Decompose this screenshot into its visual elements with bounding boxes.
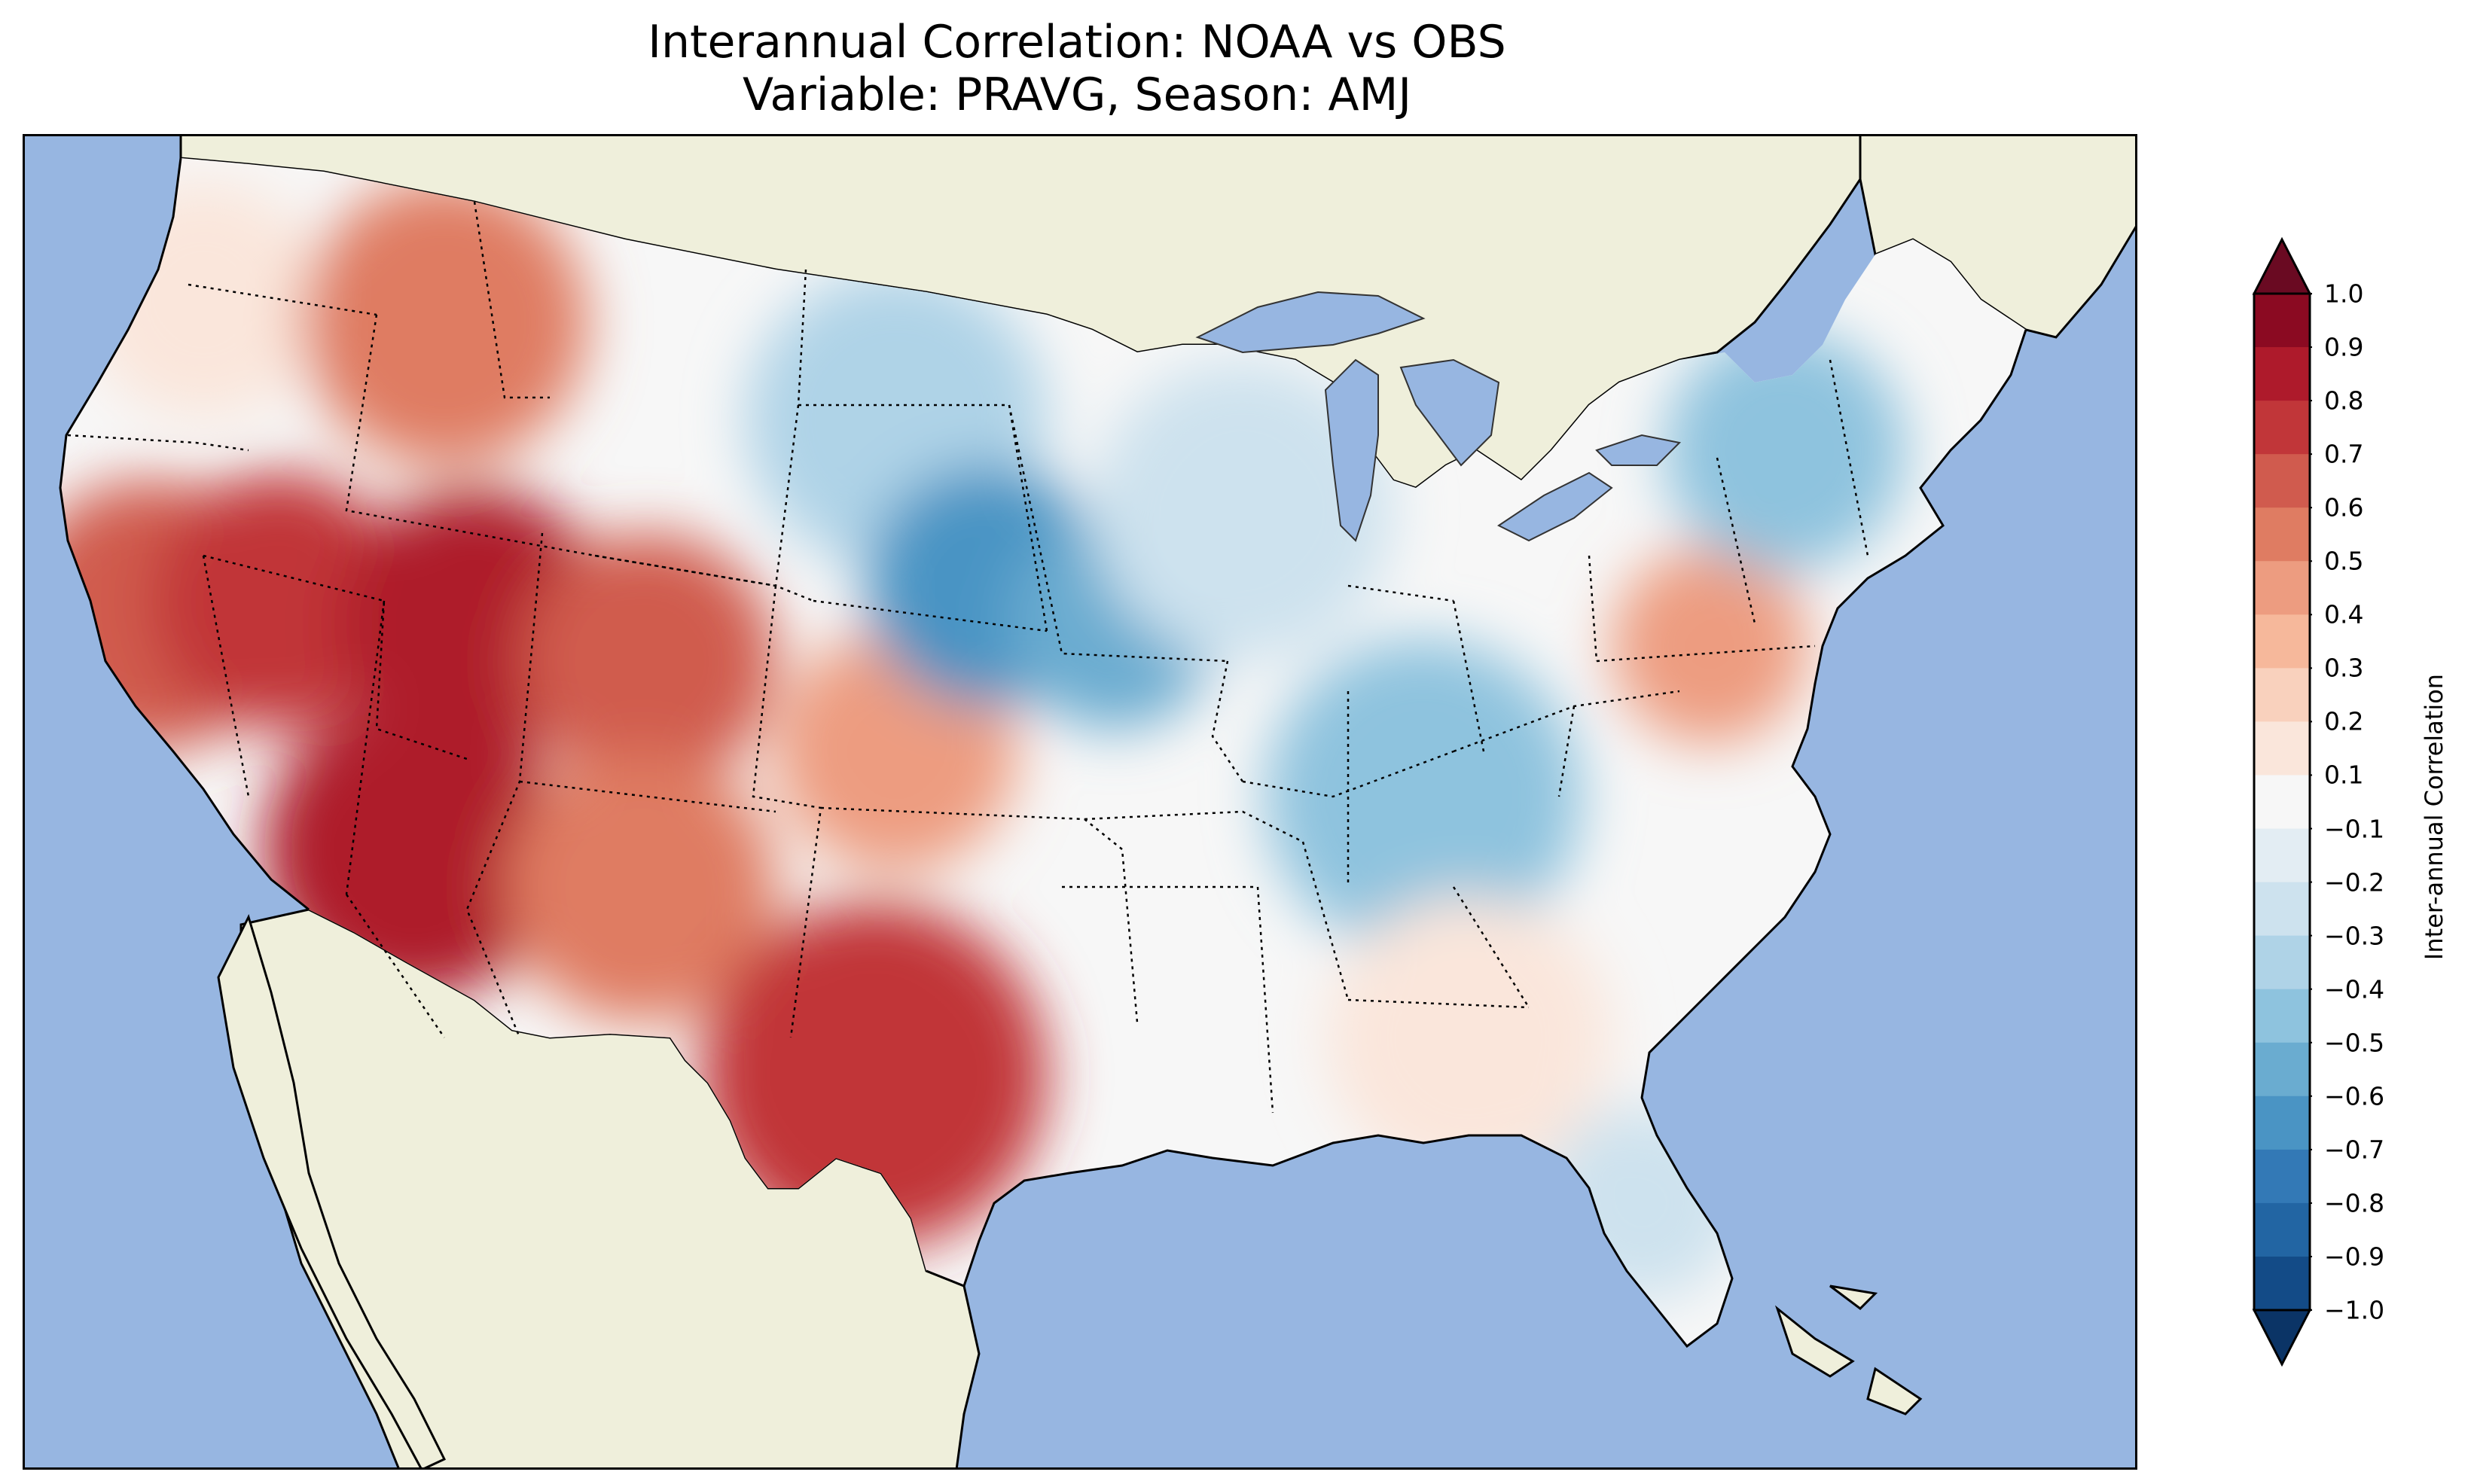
great-lakes <box>1195 291 1682 542</box>
colorbar-segment <box>2254 401 2310 455</box>
correlation-region <box>505 751 776 1022</box>
baja-peninsula <box>217 913 447 1470</box>
colorbar-tick-label: −0.6 <box>2324 1081 2385 1111</box>
colorbar-extend-min <box>2252 1309 2312 1367</box>
correlation-region <box>520 533 776 789</box>
colorbar-tick-label: −1.0 <box>2324 1295 2385 1325</box>
colorbar-tick-label: −0.5 <box>2324 1028 2385 1058</box>
colorbar-segment <box>2254 294 2310 348</box>
colorbar-segment <box>2254 454 2310 508</box>
colorbar-tick-label: 0.1 <box>2324 760 2364 790</box>
colorbar-tick-label: 0.5 <box>2324 546 2364 576</box>
colorbar-tick-label: 0.3 <box>2324 653 2364 683</box>
colorbar-segment <box>2254 668 2310 722</box>
colorbar-segment <box>2254 828 2310 883</box>
lake-erie <box>1497 471 1613 542</box>
state-borders <box>67 201 1869 1114</box>
correlation-region <box>1265 638 1582 955</box>
colorbar-segment <box>2254 1095 2310 1150</box>
correlation-region <box>264 699 565 1000</box>
colorbar-tick-label: 0.9 <box>2324 332 2364 362</box>
colorbar-tick-label: −0.2 <box>2324 867 2385 897</box>
colorbar-tick-label: 0.4 <box>2324 599 2364 629</box>
colorbar-tick-label: −0.3 <box>2324 921 2385 951</box>
correlation-region <box>1612 548 1807 744</box>
map-title-line-2: Variable: PRAVG, Season: AMJ <box>742 69 1412 121</box>
colorbar-tick-label: 0.2 <box>2324 706 2364 736</box>
colorbar-segment <box>2254 882 2310 937</box>
correlation-region <box>151 473 407 729</box>
correlation-region <box>1092 360 1393 661</box>
map-frame <box>23 134 2137 1470</box>
correlation-map <box>23 134 2137 1470</box>
colorbar-tick-label: 1.0 <box>2324 279 2364 309</box>
correlation-region <box>301 179 587 465</box>
colorbar-segment <box>2254 721 2310 776</box>
colorbar-segment <box>2254 1202 2310 1257</box>
us-coastline <box>59 157 2027 1348</box>
colorbar-segment <box>2254 935 2310 990</box>
islands <box>1774 1284 1923 1415</box>
colorbar-tick-label: 0.7 <box>2324 439 2364 469</box>
colorbar-tick-label: −0.1 <box>2324 814 2385 844</box>
colorbar <box>2252 237 2312 1367</box>
colorbar-title: Inter-annual Correlation <box>2420 673 2448 961</box>
lake-superior <box>1195 291 1426 354</box>
correlation-region <box>1664 330 1905 571</box>
colorbar-tick-label: −0.7 <box>2324 1135 2385 1165</box>
colorbar-tick-label: 0.6 <box>2324 492 2364 523</box>
colorbar-tick-label: −0.9 <box>2324 1242 2385 1272</box>
colorbar-segment <box>2254 561 2310 615</box>
colorbar-tick-label: −0.8 <box>2324 1188 2385 1218</box>
colorbar-segment <box>2254 1042 2310 1097</box>
colorbar-extend-max <box>2252 237 2312 295</box>
colorbar-segment <box>2254 614 2310 669</box>
map-title-line-1: Interannual Correlation: NOAA vs OBS <box>648 16 1506 69</box>
correlation-region <box>700 902 1047 1248</box>
colorbar-tick-label: −0.4 <box>2324 974 2385 1004</box>
colorbar-tick-label: 0.8 <box>2324 385 2364 416</box>
correlation-region <box>1325 894 1612 1181</box>
colorbar-segment <box>2254 989 2310 1044</box>
correlation-field <box>60 179 1905 1301</box>
colorbar-segment <box>2254 1149 2310 1204</box>
colorbar-segment <box>2254 1256 2310 1311</box>
colorbar-segment <box>2254 507 2310 562</box>
lake-michigan <box>1324 358 1379 542</box>
colorbar-segment <box>2254 775 2310 830</box>
colorbar-segment <box>2254 347 2310 401</box>
lake-huron <box>1399 358 1500 467</box>
lake-ontario <box>1595 434 1682 466</box>
